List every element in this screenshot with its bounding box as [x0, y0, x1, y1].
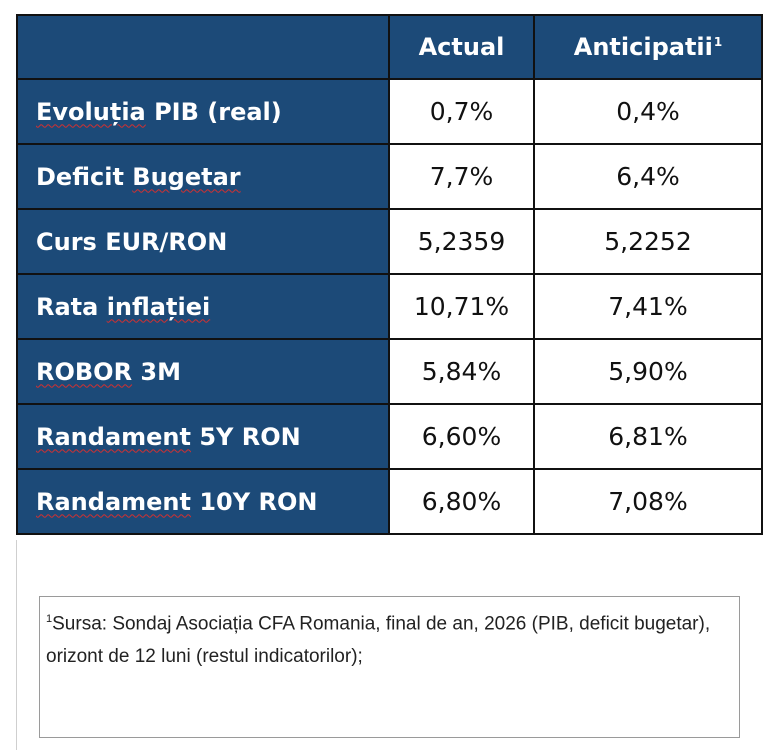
row-label: ROBOR 3M	[16, 338, 390, 405]
row-label-word: (real)	[207, 97, 282, 126]
row-label-word: Deficit	[36, 162, 124, 191]
table-row: Randament 10Y RON 6,80% 7,08%	[16, 468, 763, 535]
footnote-text: Sursa: Sondaj Asociația CFA Romania, fin…	[46, 613, 711, 668]
table-row: ROBOR 3M 5,84% 5,90%	[16, 338, 763, 405]
actual-value: 10,71%	[388, 273, 535, 340]
row-label: Curs EUR/RON	[16, 208, 390, 275]
table-header-row: Actual Anticipatii1	[16, 14, 763, 80]
table-row: Deficit Bugetar 7,7% 6,4%	[16, 143, 763, 210]
row-label-word: inflației	[106, 292, 211, 321]
header-empty-cell	[16, 14, 390, 80]
anticipated-value: 7,41%	[533, 273, 763, 340]
table-row: Evoluția PIB (real) 0,7% 0,4%	[16, 78, 763, 145]
row-label-word: Bugetar	[132, 162, 241, 191]
row-label-word: 3M	[140, 357, 182, 386]
actual-value: 5,2359	[388, 208, 535, 275]
header-actual-label: Actual	[418, 33, 505, 61]
row-label-word: 10Y	[199, 487, 251, 516]
actual-value: 6,80%	[388, 468, 535, 535]
footnote-box[interactable]: 1Sursa: Sondaj Asociația CFA Romania, fi…	[39, 596, 740, 738]
row-label: Deficit Bugetar	[16, 143, 390, 210]
row-label: Randament 5Y RON	[16, 403, 390, 470]
row-label: Evoluția PIB (real)	[16, 78, 390, 145]
row-label-word: PIB	[154, 97, 199, 126]
anticipated-value: 0,4%	[533, 78, 763, 145]
anticipated-value: 5,2252	[533, 208, 763, 275]
header-anticipated-label: Anticipatii	[573, 33, 713, 61]
header-anticipated: Anticipatii1	[533, 14, 763, 80]
anticipated-value: 5,90%	[533, 338, 763, 405]
table-row: Rata inflației 10,71% 7,41%	[16, 273, 763, 340]
row-label: Rata inflației	[16, 273, 390, 340]
anticipated-value: 6,81%	[533, 403, 763, 470]
header-footnote-marker: 1	[713, 35, 723, 49]
footnote-marker: 1	[46, 613, 53, 625]
anticipated-value: 6,4%	[533, 143, 763, 210]
row-label-word: Curs	[36, 227, 97, 256]
row-label: Randament 10Y RON	[16, 468, 390, 535]
row-label-word: EUR/RON	[105, 227, 228, 256]
row-label-word: Rata	[36, 292, 99, 321]
anticipated-value: 7,08%	[533, 468, 763, 535]
row-label-word: Randament	[36, 422, 191, 451]
indicators-table: Actual Anticipatii1 Evoluția PIB (real) 0…	[16, 14, 763, 535]
row-label-word: RON	[241, 422, 301, 451]
actual-value: 0,7%	[388, 78, 535, 145]
actual-value: 5,84%	[388, 338, 535, 405]
row-label-word: 5Y	[199, 422, 234, 451]
row-label-word: ROBOR	[36, 357, 133, 386]
row-label-word: Randament	[36, 487, 191, 516]
row-label-word: Evoluția	[36, 97, 146, 126]
table-row: Randament 5Y RON 6,60% 6,81%	[16, 403, 763, 470]
table-row: Curs EUR/RON 5,2359 5,2252	[16, 208, 763, 275]
page-margin-line	[16, 540, 17, 750]
row-label-word: RON	[258, 487, 318, 516]
actual-value: 6,60%	[388, 403, 535, 470]
header-actual: Actual	[388, 14, 535, 80]
actual-value: 7,7%	[388, 143, 535, 210]
